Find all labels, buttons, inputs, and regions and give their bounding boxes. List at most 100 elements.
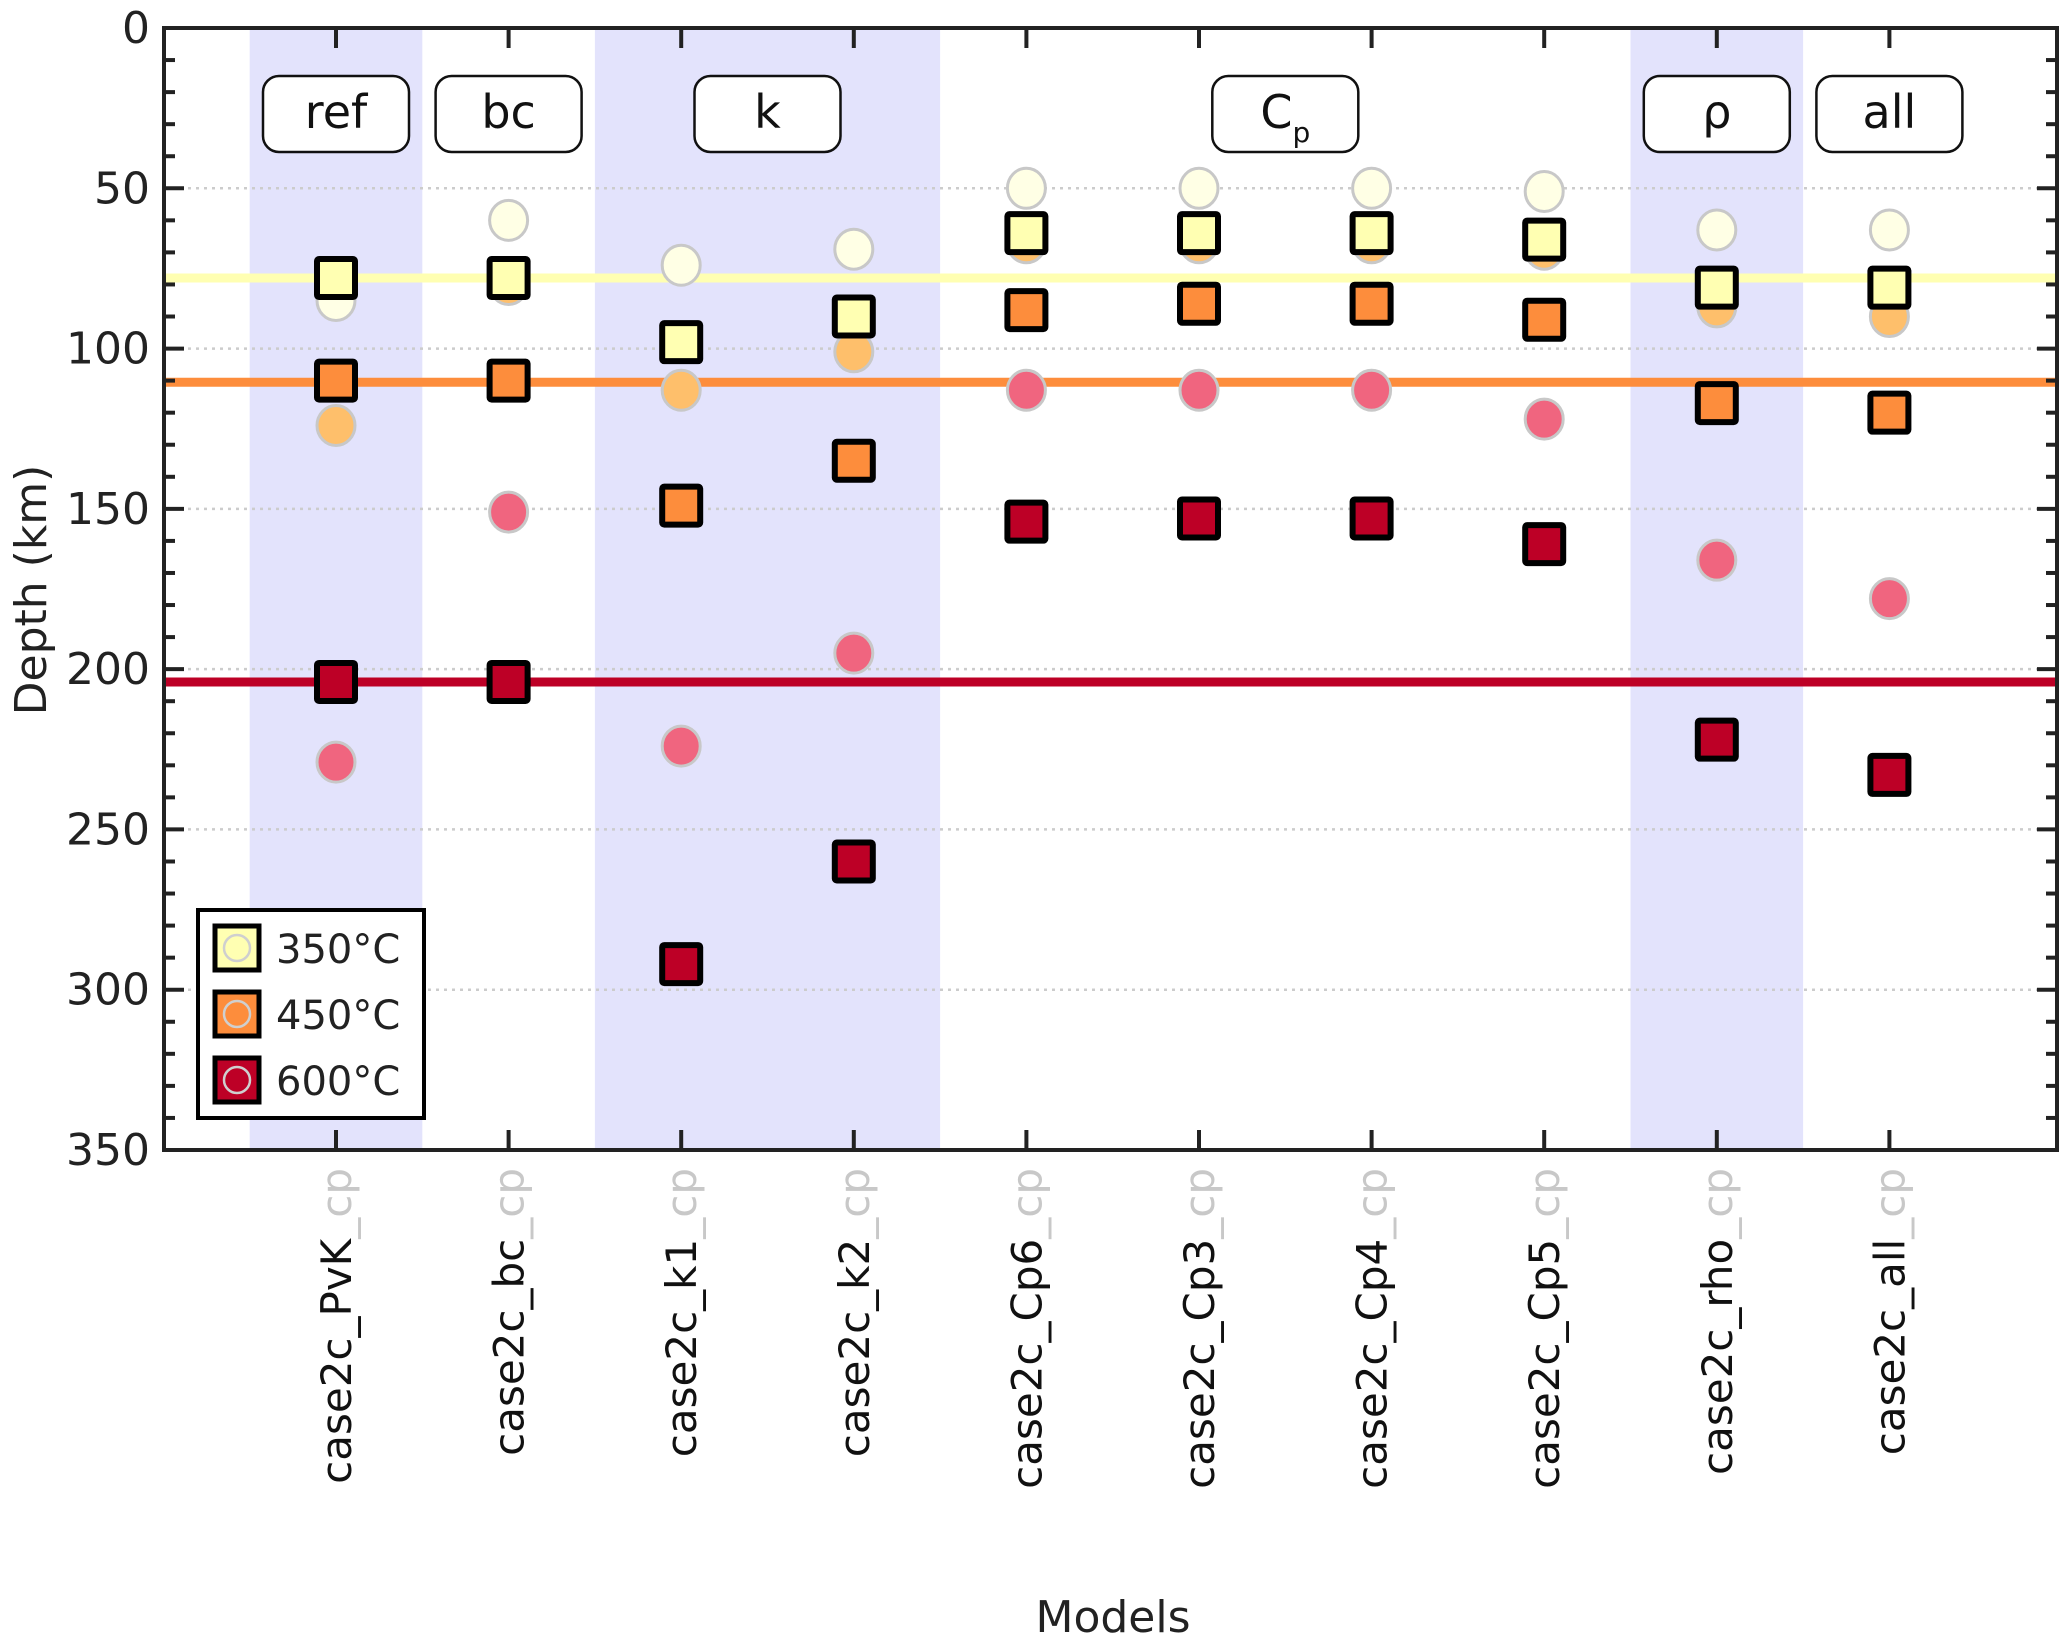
- square-marker: [1349, 211, 1394, 256]
- circle-marker: [833, 631, 875, 675]
- square-marker: [659, 483, 704, 528]
- legend-swatch: [212, 989, 262, 1039]
- circle-marker: [1696, 538, 1738, 582]
- y-tick-label: 50: [94, 163, 150, 214]
- circle-marker: [1868, 577, 1910, 621]
- legend-swatch: [212, 1055, 262, 1105]
- square-marker: [1177, 281, 1221, 326]
- group-label-box: [434, 74, 583, 154]
- y-tick-label: 200: [66, 644, 150, 695]
- x-axis-ticks: case2c_PvK_cp case2c_bc_cp case2c_k1_cp cas…: [312, 28, 1914, 1489]
- circle-marker: [1523, 169, 1565, 213]
- square-marker: [1349, 281, 1394, 326]
- circle-marker: [660, 243, 702, 287]
- group-labels: ref bc k Cp ρ all: [261, 74, 1964, 154]
- circle-marker: [1351, 368, 1393, 412]
- square-marker: [1349, 496, 1394, 541]
- circle-marker: [488, 490, 530, 534]
- legend-label: 450°C: [276, 993, 400, 1039]
- square-marker: [1694, 265, 1739, 310]
- group-band: [1630, 28, 1804, 1150]
- circle-marker: [315, 740, 357, 784]
- group-label-text: ref: [305, 85, 369, 139]
- circle-marker: [833, 227, 875, 271]
- legend-entry: 450°C: [212, 989, 400, 1039]
- legend-swatch: [212, 923, 262, 973]
- square-marker: [314, 659, 358, 704]
- legend-label: 600°C: [276, 1059, 400, 1105]
- x-tick-label: case2c_k2_cp: [830, 1168, 879, 1457]
- square-marker: [1694, 381, 1739, 426]
- circle-marker: [1868, 208, 1910, 252]
- group-label-text: ρ: [1702, 85, 1731, 139]
- x-tick-label: case2c_Cp5_cp: [1520, 1168, 1569, 1489]
- square-marker: [486, 659, 531, 704]
- legend-entry: 600°C: [212, 1055, 400, 1105]
- group-label-text: all: [1863, 85, 1917, 139]
- square-marker: [314, 358, 358, 403]
- y-tick-label: 150: [66, 484, 150, 535]
- square-marker: [1177, 211, 1221, 256]
- x-tick-label: case2c_rho_cp: [1693, 1168, 1742, 1475]
- legend-circle-icon: [222, 999, 252, 1029]
- legend-label: 350°C: [276, 927, 400, 973]
- circle-marker: [1005, 166, 1047, 210]
- circle-marker: [315, 404, 357, 448]
- square-marker: [831, 438, 876, 483]
- square-marker: [1522, 217, 1567, 262]
- group-band: [594, 28, 941, 1150]
- square-marker: [1867, 265, 1912, 310]
- x-tick-label: case2c_Cp3_cp: [1175, 1168, 1224, 1489]
- circle-marker: [660, 724, 702, 768]
- square-marker: [659, 942, 704, 987]
- square-marker: [1867, 752, 1912, 797]
- x-axis-title: Models: [1035, 1592, 1190, 1641]
- circle-marker: [660, 368, 702, 412]
- circle-marker: [1523, 397, 1565, 441]
- square-marker: [1177, 496, 1221, 541]
- square-marker: [1522, 522, 1567, 567]
- group-label-box: [1642, 74, 1792, 154]
- square-marker: [314, 256, 358, 301]
- group-label-box: [1211, 74, 1360, 154]
- x-tick-label: case2c_all_cp: [1865, 1168, 1914, 1455]
- y-axis-ticks: 0 50 100 150 200 250 300 350: [66, 3, 2057, 1176]
- group-label-2: k: [693, 74, 842, 154]
- y-tick-label: 250: [66, 804, 150, 855]
- group-label-3: Cp: [1211, 74, 1360, 154]
- circle-marker: [1005, 368, 1047, 412]
- group-label-box: [1815, 74, 1964, 154]
- group-label-0: ref: [261, 74, 411, 154]
- y-tick-label: 300: [66, 965, 150, 1016]
- group-bands: [249, 28, 1804, 1150]
- circle-markers: [315, 166, 1910, 784]
- circle-marker: [488, 198, 530, 242]
- group-label-box: [693, 74, 842, 154]
- legend-circle-icon: [222, 1065, 252, 1095]
- circle-marker: [1178, 166, 1220, 210]
- y-tick-label: 0: [122, 3, 150, 54]
- legend-entry: 350°C: [212, 923, 400, 973]
- square-marker: [1522, 297, 1567, 342]
- circle-marker: [1696, 208, 1738, 252]
- grid-lines: [164, 187, 2057, 991]
- group-label-4: ρ: [1642, 74, 1792, 154]
- square-marker: [1004, 288, 1049, 333]
- square-marker: [1004, 499, 1049, 544]
- reference-lines: [164, 273, 2057, 687]
- square-marker: [1867, 390, 1912, 435]
- group-label-1: bc: [434, 74, 583, 154]
- group-label-text: bc: [481, 85, 536, 139]
- y-tick-label: 350: [66, 1125, 150, 1176]
- square-marker: [1694, 717, 1739, 762]
- group-label-box: [261, 74, 411, 154]
- circle-marker: [1351, 166, 1393, 210]
- square-marker: [659, 320, 704, 365]
- legend: 350°C 450°C 600°C: [196, 908, 426, 1120]
- x-tick-label: case2c_bc_cp: [485, 1168, 534, 1456]
- square-marker: [486, 256, 531, 301]
- y-axis-title: Depth (km): [6, 465, 57, 716]
- square-markers: [314, 211, 1912, 987]
- legend-circle-icon: [222, 933, 252, 963]
